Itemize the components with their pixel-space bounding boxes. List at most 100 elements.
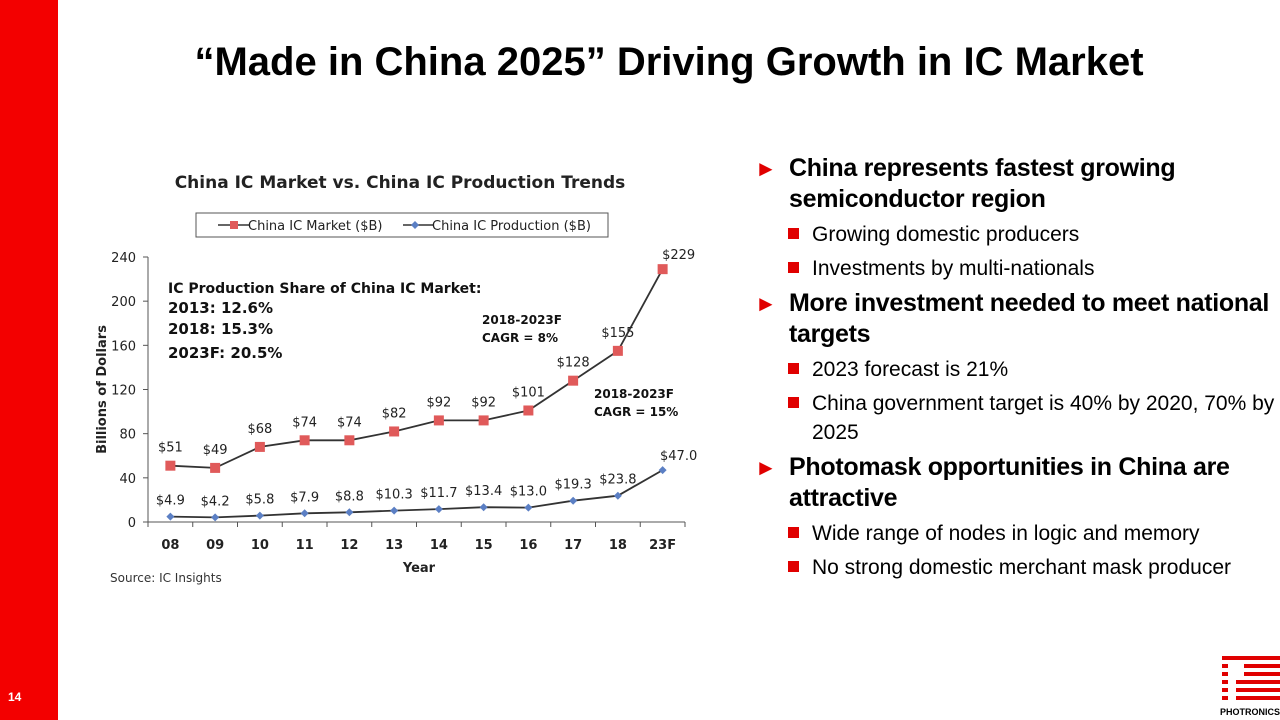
bullet-3-sub-2-text: No strong domestic merchant mask produce… bbox=[812, 556, 1232, 579]
production-series-line bbox=[170, 469, 664, 519]
market-data-point bbox=[254, 441, 265, 452]
production-data-label: $13.0 bbox=[510, 485, 547, 500]
legend-marker-market bbox=[230, 221, 238, 229]
chart-title: China IC Market vs. China IC Production … bbox=[175, 173, 626, 193]
production-data-label: $7.9 bbox=[290, 490, 319, 505]
production-data-label: $13.4 bbox=[465, 484, 502, 499]
bullet-3-sub-1: Wide range of nodes in logic and memory bbox=[755, 519, 1275, 548]
market-data-label: $51 bbox=[158, 441, 183, 456]
bullet-1-sub-2: Investments by multi-nationals bbox=[755, 254, 1275, 283]
x-axis-label: Year bbox=[402, 561, 436, 576]
share-annotation: 2023F: 20.5% bbox=[168, 344, 282, 362]
cagr-production-annotation: CAGR = 15% bbox=[594, 405, 678, 419]
market-data-label: $82 bbox=[382, 406, 407, 421]
bullet-3-text: Photomask opportunities in China are att… bbox=[789, 453, 1230, 512]
production-data-point bbox=[434, 505, 443, 514]
y-tick-label: 200 bbox=[111, 295, 136, 310]
market-data-point bbox=[299, 435, 310, 446]
y-tick-label: 80 bbox=[119, 428, 136, 443]
market-data-label: $74 bbox=[292, 415, 317, 430]
photronics-logo-icon bbox=[1222, 656, 1280, 700]
x-tick-label: 12 bbox=[340, 538, 358, 553]
bullet-2-sub-1-text: 2023 forecast is 21% bbox=[812, 358, 1009, 381]
market-data-point bbox=[657, 264, 668, 275]
bullet-3-sub-1-text: Wide range of nodes in logic and memory bbox=[812, 522, 1200, 545]
bullet-1-text: China represents fastest growing semicon… bbox=[789, 154, 1176, 213]
square-bullet-icon bbox=[788, 363, 799, 374]
legend-label-market: China IC Market ($B) bbox=[248, 219, 382, 234]
arrow-icon: ► bbox=[755, 291, 777, 316]
legend-marker-production bbox=[411, 221, 419, 229]
bullet-2-sub-2: China government target is 40% by 2020, … bbox=[755, 389, 1275, 447]
y-tick-label: 40 bbox=[119, 472, 136, 487]
x-tick-label: 18 bbox=[609, 538, 627, 553]
production-data-label: $10.3 bbox=[376, 488, 413, 503]
market-data-label: $74 bbox=[337, 415, 362, 430]
market-data-point bbox=[523, 405, 534, 416]
square-bullet-icon bbox=[788, 527, 799, 538]
market-data-label: $49 bbox=[203, 443, 228, 458]
market-data-label: $68 bbox=[247, 422, 272, 437]
ic-market-chart: China IC Market vs. China IC Production … bbox=[95, 173, 697, 585]
x-tick-label: 11 bbox=[296, 538, 314, 553]
y-tick-label: 160 bbox=[111, 339, 136, 354]
arrow-icon: ► bbox=[755, 156, 777, 181]
bullet-2-text: More investment needed to meet national … bbox=[789, 289, 1270, 348]
x-tick-label: 10 bbox=[251, 538, 269, 553]
market-data-point bbox=[433, 415, 444, 426]
market-data-point bbox=[210, 462, 221, 473]
chart-source: Source: IC Insights bbox=[110, 571, 222, 585]
bullet-1-sub-1-text: Growing domestic producers bbox=[812, 223, 1080, 246]
market-data-point bbox=[478, 415, 489, 426]
production-data-label: $47.0 bbox=[660, 449, 697, 464]
slide-number: 14 bbox=[8, 690, 22, 704]
market-data-label: $128 bbox=[557, 356, 590, 371]
bullet-2-sub-2-text: China government target is 40% by 2020, … bbox=[812, 392, 1275, 444]
bullet-1-sub-2-text: Investments by multi-nationals bbox=[812, 257, 1095, 280]
x-tick-label: 08 bbox=[161, 538, 179, 553]
market-data-label: $101 bbox=[512, 385, 545, 400]
production-data-point bbox=[390, 506, 399, 515]
market-data-label: $229 bbox=[662, 248, 695, 263]
production-data-point bbox=[345, 508, 354, 517]
y-tick-label: 120 bbox=[111, 384, 136, 399]
market-data-point bbox=[612, 345, 623, 356]
production-data-point bbox=[658, 466, 667, 475]
y-tick-label: 0 bbox=[128, 516, 136, 531]
bullet-2-sub-1: 2023 forecast is 21% bbox=[755, 355, 1275, 384]
market-data-point bbox=[165, 460, 176, 471]
production-data-point bbox=[613, 491, 622, 500]
production-data-point bbox=[166, 512, 175, 521]
bullet-2: ► More investment needed to meet national… bbox=[755, 288, 1275, 350]
production-data-point bbox=[255, 511, 264, 520]
production-data-label: $4.9 bbox=[156, 494, 185, 509]
production-data-point bbox=[479, 503, 488, 512]
market-data-point bbox=[568, 375, 579, 386]
x-tick-label: 13 bbox=[385, 538, 403, 553]
square-bullet-icon bbox=[788, 397, 799, 408]
x-tick-label: 15 bbox=[475, 538, 493, 553]
bullet-3-sub-2: No strong domestic merchant mask produce… bbox=[755, 553, 1275, 582]
x-tick-label: 09 bbox=[206, 538, 224, 553]
production-data-point bbox=[300, 509, 309, 518]
x-tick-label: 17 bbox=[564, 538, 582, 553]
square-bullet-icon bbox=[788, 228, 799, 239]
logo-text: PHOTRONICS bbox=[1220, 707, 1280, 717]
production-data-label: $11.7 bbox=[420, 486, 457, 501]
production-data-point bbox=[524, 503, 533, 512]
x-tick-label: 14 bbox=[430, 538, 448, 553]
production-data-label: $19.3 bbox=[555, 478, 592, 493]
x-tick-label: 16 bbox=[519, 538, 537, 553]
market-data-point bbox=[344, 435, 355, 446]
production-data-point bbox=[569, 496, 578, 505]
share-annotation: IC Production Share of China IC Market: bbox=[168, 281, 481, 297]
bullet-list: ► China represents fastest growing semico… bbox=[755, 153, 1275, 587]
market-data-label: $92 bbox=[426, 395, 451, 410]
production-data-point bbox=[211, 513, 220, 522]
production-data-label: $5.8 bbox=[245, 493, 274, 508]
cagr-production-annotation: 2018-2023F bbox=[594, 387, 674, 401]
bullet-1-sub-1: Growing domestic producers bbox=[755, 220, 1275, 249]
share-annotation: 2013: 12.6% bbox=[168, 299, 273, 317]
share-annotation: 2018: 15.3% bbox=[168, 320, 273, 338]
production-data-label: $4.2 bbox=[201, 494, 230, 509]
